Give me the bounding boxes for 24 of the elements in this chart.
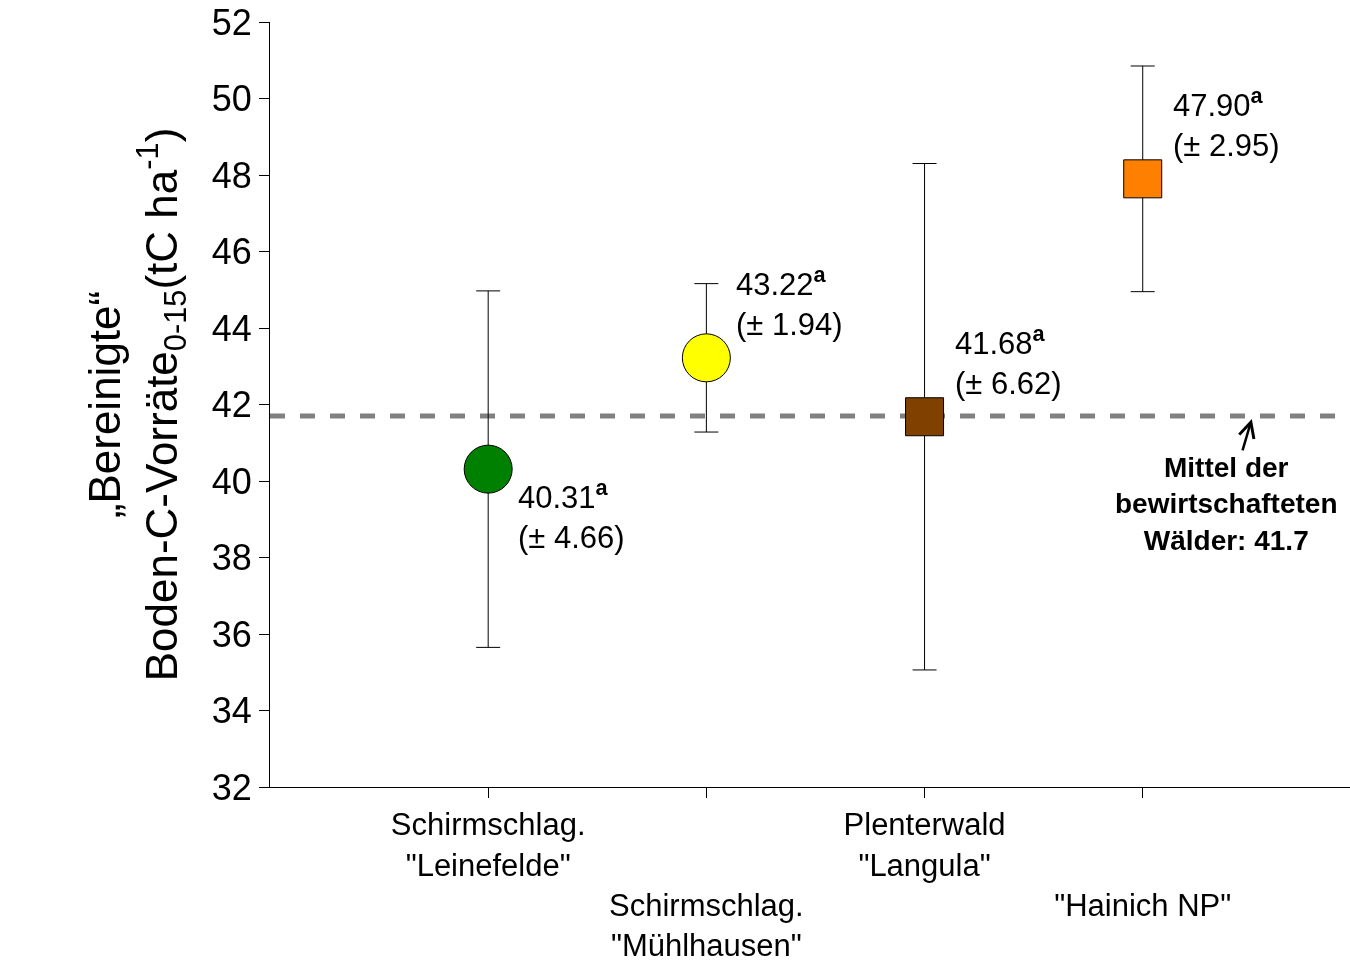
data-label: 43.22$^{a}$ (± 1.94): [736, 262, 843, 343]
y-tick-label: 48: [211, 154, 252, 196]
x-tick-label: Schirmschlag. "Leinefelde": [390, 807, 586, 883]
y-tick-label: 52: [211, 1, 252, 43]
y-tick-label: 36: [211, 613, 252, 655]
y-tick-label: 38: [211, 537, 252, 579]
ref-line-label: Mittel der bewirtschafteten Wälder: 41.7: [1115, 452, 1338, 556]
y-tick-label: 44: [211, 307, 252, 349]
y-tick-label: 50: [211, 78, 252, 120]
data-label: 40.31$^{a}$ (± 4.66): [518, 475, 625, 556]
y-tick-label: 46: [211, 231, 252, 273]
y-tick-label: 40: [211, 460, 252, 502]
data-label: 41.68$^{a}$ (± 6.62): [955, 321, 1062, 402]
point: [681, 333, 731, 383]
point: [905, 397, 945, 437]
y-tick-label: 42: [211, 384, 252, 426]
point: [1123, 159, 1163, 199]
data-label: 47.90$^{a}$ (± 2.95): [1173, 83, 1280, 164]
point: [463, 444, 513, 494]
x-tick-label: "Hainich NP": [1054, 887, 1232, 923]
x-tick-label: Schirmschlag. "Mühlhausen": [609, 887, 804, 962]
y-tick-label: 34: [211, 690, 252, 732]
x-tick-label: Plenterwald "Langula": [843, 807, 1006, 883]
y-tick-label: 32: [211, 766, 252, 808]
